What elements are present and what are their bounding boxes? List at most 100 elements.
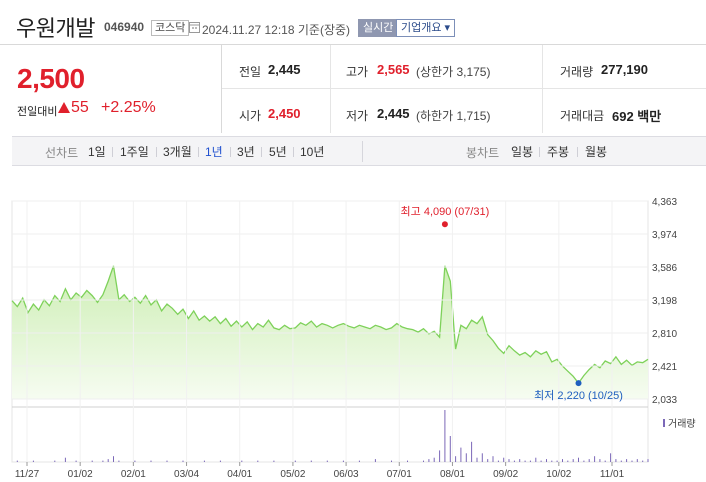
divider — [577, 147, 578, 157]
volume-bar — [460, 447, 462, 462]
volume-bar — [16, 460, 18, 462]
volume-bar — [257, 460, 259, 462]
volume-bar — [374, 459, 376, 462]
y-tick-label: 3,198 — [652, 296, 677, 307]
divider — [330, 45, 331, 133]
volume-bar — [487, 459, 489, 462]
x-tick-label: 11/01 — [600, 469, 625, 480]
volume-bar — [465, 453, 467, 462]
low-value: 2,445 — [377, 106, 410, 121]
x-tick-label: 02/01 — [121, 469, 146, 480]
volume-bar — [620, 460, 622, 462]
volume-bar — [118, 460, 120, 462]
volume-bar — [64, 457, 66, 462]
tab-monthly-candle[interactable]: 월봉 — [585, 145, 608, 159]
high-annotation: 최고 4,090 (07/31) — [401, 205, 490, 218]
volume-bar — [476, 457, 478, 462]
price-area — [12, 265, 648, 399]
y-tick-label: 2,810 — [652, 329, 677, 340]
tab-1y[interactable]: 1년 — [205, 145, 223, 159]
tab-3m[interactable]: 3개월 — [163, 145, 192, 159]
y-tick-label: 2,421 — [652, 362, 677, 373]
volume-bar — [342, 460, 344, 462]
volume-value: 277,190 — [601, 62, 648, 77]
volume-bar — [604, 460, 606, 462]
volume-bar — [572, 459, 574, 462]
volume-bar — [407, 460, 408, 462]
volume-bar — [519, 459, 521, 462]
volume-bar — [636, 459, 638, 462]
tab-weekly-candle[interactable]: 주봉 — [547, 145, 570, 159]
volume-bar — [449, 436, 451, 462]
volume-bar — [610, 453, 612, 462]
low-label: 저가 — [346, 109, 369, 123]
volume-bar — [481, 453, 483, 462]
volume-bar — [513, 460, 515, 462]
divider — [222, 88, 706, 89]
volume-bar — [150, 460, 152, 462]
realtime-button[interactable]: 실시간 — [358, 19, 399, 37]
current-price: 2,500 — [17, 63, 85, 94]
volume-bar — [562, 459, 563, 462]
tab-5y[interactable]: 5년 — [269, 145, 287, 159]
divider — [539, 147, 540, 157]
divider — [293, 147, 294, 157]
tab-daily-candle[interactable]: 일봉 — [511, 145, 534, 159]
volume-bar — [455, 456, 457, 462]
volume-bar — [588, 459, 590, 462]
market-badge: 코스닥 — [151, 20, 190, 36]
tab-3y[interactable]: 3년 — [237, 145, 255, 159]
tab-10y[interactable]: 10년 — [300, 145, 325, 159]
divider — [230, 147, 231, 157]
x-tick-label: 04/01 — [227, 469, 252, 480]
chart-period-bar: 선차트 1일 1주일 3개월 1년 3년 5년 10년 봉차트 일봉 주봉 월봉 — [12, 136, 706, 166]
volume-bar — [524, 460, 526, 462]
volume-bar — [273, 460, 275, 462]
divider — [112, 147, 113, 157]
x-tick-label: 08/01 — [440, 469, 465, 480]
volume-bar — [166, 460, 168, 462]
high-marker — [441, 221, 448, 228]
volume-bar — [594, 456, 596, 462]
price-summary: 2,500 전일대비 55 +2.25% 전일 2,445 고가 2,565 (… — [0, 44, 706, 133]
y-tick-label: 3,974 — [652, 230, 677, 241]
divider — [362, 141, 363, 162]
volume-bar — [433, 457, 435, 462]
volume-bar — [358, 460, 360, 462]
x-tick-label: 09/02 — [493, 469, 518, 480]
x-tick-label: 11/27 — [15, 469, 40, 480]
company-overview-dropdown[interactable]: 기업개요 ▾ — [396, 19, 456, 37]
prev-close-label: 전일 — [239, 65, 262, 79]
lower-limit: (하한가 1,715) — [416, 109, 491, 123]
current-price-box: 2,500 전일대비 55 +2.25% — [0, 45, 222, 133]
volume-bar — [508, 459, 510, 462]
volume-bar — [503, 457, 505, 462]
volume-bar — [642, 460, 644, 462]
volume-bar — [241, 460, 243, 462]
volume-bar — [583, 460, 585, 462]
volume-bar — [599, 459, 601, 462]
tab-1d[interactable]: 1일 — [88, 145, 106, 159]
open-value: 2,450 — [268, 106, 301, 121]
x-tick-label: 10/02 — [546, 469, 571, 480]
timestamp: 2024.11.27 12:18 기준(장중) — [202, 23, 351, 37]
change-percent: +2.25% — [101, 99, 156, 116]
volume-bar — [556, 460, 558, 462]
x-tick-label: 03/04 — [174, 469, 199, 480]
line-chart-label: 선차트 — [45, 146, 79, 160]
volume-bar — [578, 457, 579, 462]
volume-bar — [32, 460, 34, 462]
open-label: 시가 — [239, 109, 262, 123]
tab-1w[interactable]: 1주일 — [120, 145, 149, 159]
y-tick-label: 4,363 — [652, 197, 677, 208]
divider — [198, 147, 199, 157]
up-triangle-icon — [58, 102, 70, 113]
change-amount: 55 — [71, 99, 89, 116]
high-value: 2,565 — [377, 62, 410, 77]
low-annotation: 최저 2,220 (10/25) — [534, 389, 623, 402]
volume-bar — [310, 460, 312, 462]
divider — [261, 147, 262, 157]
volume-bar — [444, 410, 446, 462]
x-tick-label: 05/02 — [280, 469, 305, 480]
volume-bar — [497, 460, 499, 462]
